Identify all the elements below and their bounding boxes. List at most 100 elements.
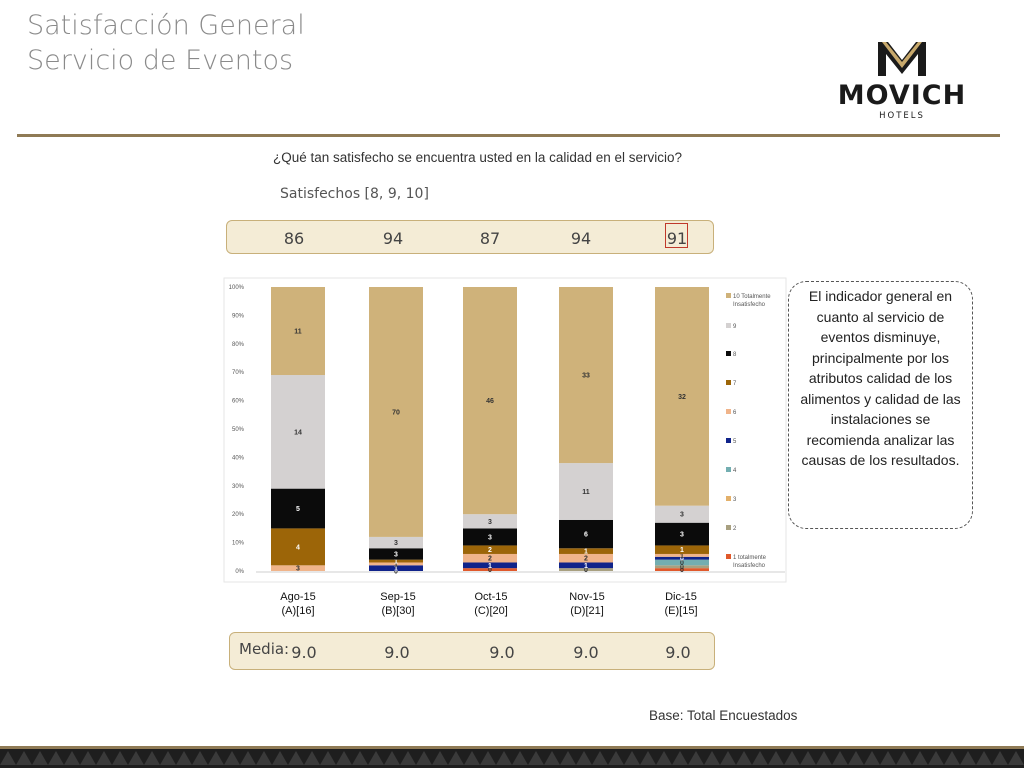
y-tick-label: 70% [232, 370, 245, 376]
x-category-label: Ago-15 (A)[16] [280, 591, 316, 617]
data-label: 0 [680, 560, 684, 567]
data-label: 3 [296, 566, 300, 573]
y-tick-label: 30% [232, 484, 245, 490]
bar-segment [463, 528, 517, 546]
mean-summary-bar [229, 632, 715, 670]
satisfied-value: 86 [283, 229, 305, 248]
bar-segment [369, 287, 423, 537]
footer-band [0, 746, 1024, 768]
data-label: 1 [394, 566, 398, 573]
data-label: 2 [488, 556, 492, 563]
bar-segment [559, 519, 613, 549]
data-label: 46 [486, 398, 494, 405]
legend-swatch [726, 293, 731, 298]
data-label: 1 [584, 563, 588, 570]
x-category-label: Oct-15 (C)[20] [474, 591, 508, 617]
data-label: 2 [488, 547, 492, 554]
bar-segment [271, 375, 325, 489]
footer-pattern-icon [0, 749, 1024, 768]
bar-segment [271, 528, 325, 566]
bar-segment [655, 287, 709, 506]
y-tick-label: 20% [232, 512, 245, 518]
legend-swatch [726, 525, 731, 530]
bar-segment [463, 562, 517, 569]
page-subtitle: Servicio de Eventos [27, 45, 294, 76]
y-tick-label: 40% [232, 455, 245, 461]
bar-segment [463, 553, 517, 563]
legend-label: 8 [733, 352, 737, 358]
y-tick-label: 80% [232, 342, 245, 348]
mean-value: 9.0 [291, 643, 317, 662]
data-label: 1 [680, 553, 684, 560]
y-tick-label: 90% [232, 313, 245, 319]
y-tick-label: 50% [232, 427, 245, 433]
legend-label: 2 [733, 526, 737, 532]
satisfied-value: 87 [479, 229, 501, 248]
insight-note: El indicador general en cuanto al servic… [788, 281, 973, 529]
y-tick-label: 10% [232, 541, 245, 547]
legend-label: 5 [733, 439, 737, 445]
bar-segment [463, 287, 517, 515]
data-label: 3 [394, 540, 398, 547]
data-label: 1 [394, 559, 398, 566]
base-note: Base: Total Encuestados [649, 708, 798, 723]
data-label: 3 [394, 551, 398, 558]
data-label: 14 [294, 429, 302, 436]
data-label: 0 [680, 567, 684, 574]
page-title: Satisfacción General [27, 10, 305, 41]
footer-stripe [0, 746, 1024, 749]
data-label: 1 [584, 549, 588, 556]
legend-label: 6 [733, 410, 737, 416]
data-label: 11 [294, 329, 302, 336]
bar-segment [655, 565, 709, 569]
data-label: 0 [680, 556, 684, 563]
bar-segment [655, 545, 709, 554]
mean-value: 9.0 [489, 643, 515, 662]
x-category-label: Dic-15 (E)[15] [664, 591, 698, 617]
bar-segment [559, 568, 613, 571]
survey-question: ¿Qué tan satisfecho se encuentra usted e… [273, 150, 682, 165]
data-label: 2 [584, 556, 588, 563]
bar-segment [271, 488, 325, 529]
legend-swatch [726, 351, 731, 356]
data-label: 0 [584, 567, 588, 574]
legend-label: 4 [733, 468, 737, 474]
data-label: 1 [680, 547, 684, 554]
y-tick-label: 0% [235, 569, 244, 575]
stacked-bar-chart: 0%10%20%30%40%50%60%70%80%90%100%3451411… [223, 277, 787, 583]
movich-logo: MOVICH HOTELS [838, 42, 966, 121]
satisfied-value: 91 [666, 229, 688, 248]
bar-segment [369, 562, 423, 566]
legend-label: 3 [733, 497, 737, 503]
data-label: 4 [296, 544, 300, 551]
x-category-label: Sep-15 (B)[30] [380, 591, 416, 617]
data-label: 11 [582, 489, 590, 496]
legend-label: 10 Totalmente Insatisfecho [733, 294, 771, 308]
bar-segment [559, 553, 613, 563]
legend-label: 7 [733, 381, 737, 387]
bar-segment [559, 548, 613, 554]
data-label: 3 [680, 512, 684, 519]
y-tick-label: 60% [232, 399, 245, 405]
data-label: 1 [394, 561, 398, 568]
mean-value: 9.0 [384, 643, 410, 662]
logo-word: MOVICH [838, 80, 966, 111]
legend-label: 1 totalmente Insatisfecho [733, 555, 767, 569]
y-tick-label: 100% [229, 285, 245, 291]
bar-segment [369, 548, 423, 560]
highlight-box [665, 223, 688, 248]
logo-mark-icon [878, 42, 926, 76]
data-label: 3 [680, 532, 684, 539]
logo-sub: HOTELS [879, 111, 925, 121]
x-category-label: Nov-15 (D)[21] [569, 591, 605, 617]
legend-swatch [726, 380, 731, 385]
bar-segment [463, 545, 517, 554]
data-label: 3 [488, 534, 492, 541]
satisfied-value: 94 [382, 229, 404, 248]
data-label: 0 [488, 567, 492, 574]
bar-segment [655, 568, 709, 571]
bar-segment [655, 522, 709, 546]
legend-label: 9 [733, 324, 737, 330]
bar-segment [463, 514, 517, 529]
data-label: 70 [392, 409, 400, 416]
